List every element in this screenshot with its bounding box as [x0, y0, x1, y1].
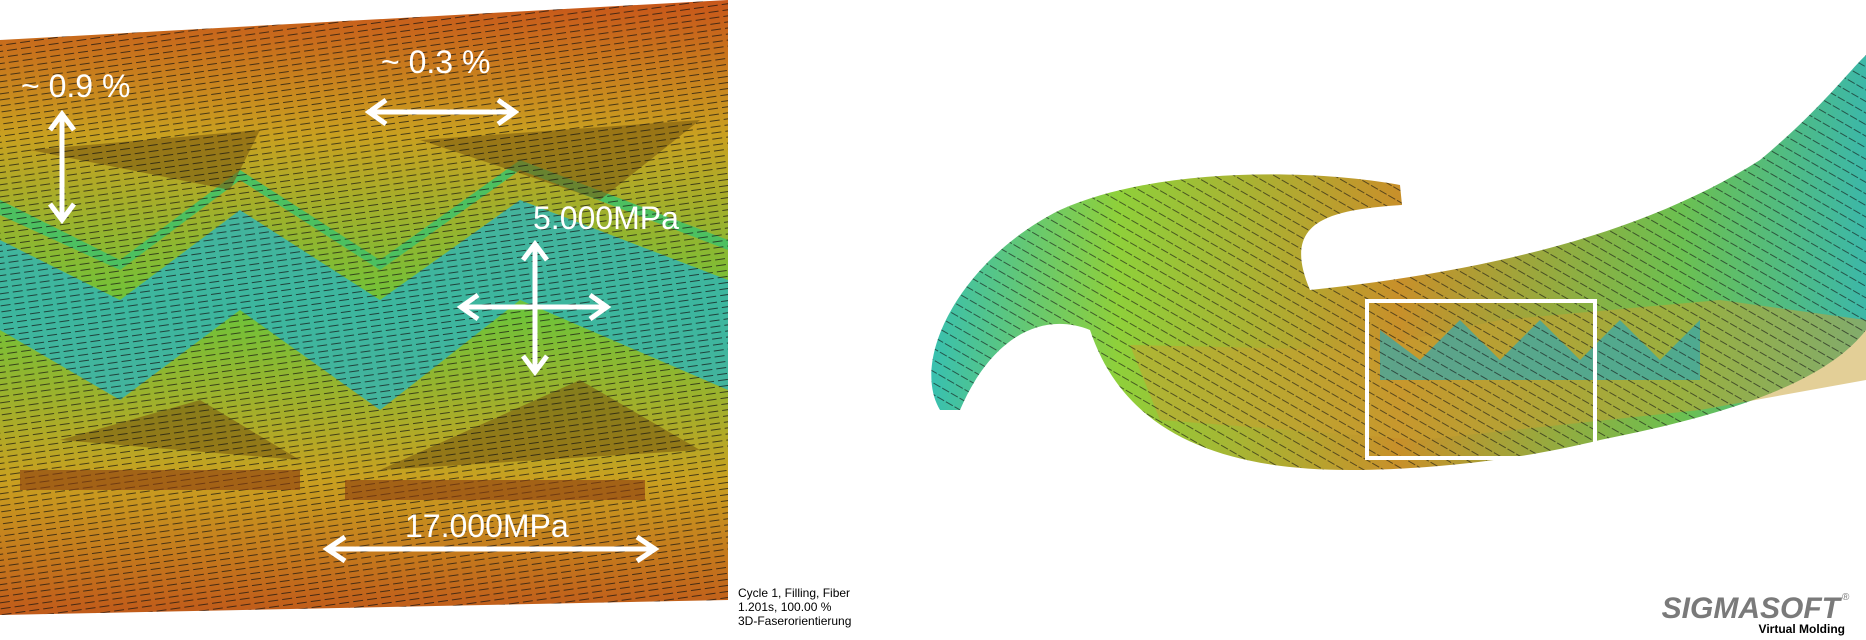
part-view: [931, 55, 1866, 470]
annotation: 17.000MPa: [405, 508, 569, 544]
caption: Cycle 1, Filling, Fiber: [738, 586, 850, 600]
annotation: ~ 0.9 %: [21, 68, 130, 104]
annotation: ~ 0.3 %: [381, 44, 490, 80]
logo-tagline: Virtual Molding: [1759, 622, 1845, 636]
logo-mark: ®: [1842, 592, 1850, 603]
caption: 1.201s, 100.00 %: [738, 600, 832, 614]
arrow: [456, 239, 612, 377]
arrow: [364, 97, 520, 127]
caption: 3D-Faserorientierung: [738, 614, 851, 628]
annotation: 5.000MPa: [533, 200, 679, 236]
arrow: [322, 534, 660, 564]
arrow: [48, 109, 76, 225]
logo: SIGMASOFT: [1662, 592, 1843, 625]
